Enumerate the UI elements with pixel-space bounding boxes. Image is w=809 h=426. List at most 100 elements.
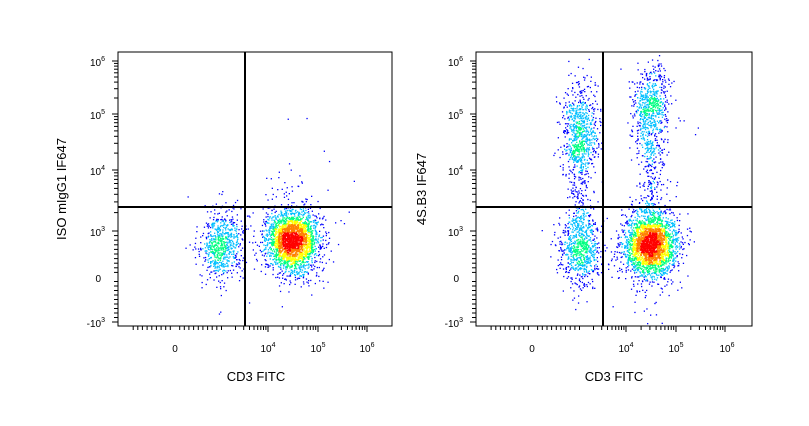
panel-1-event-dot: [223, 252, 225, 254]
panel-1-event-dot: [317, 221, 319, 223]
panel-2-event-dot: [663, 163, 666, 165]
panel-1-event-dot: [299, 235, 301, 237]
panel-2-event-dot: [671, 264, 673, 266]
panel-2-event-dot: [639, 202, 641, 204]
panel-1-event-dot: [275, 218, 277, 220]
panel-1-event-dot: [291, 190, 294, 192]
panel-1-event-dot: [300, 239, 303, 241]
panel-2-event-dot: [600, 108, 602, 111]
panel-2-event-dot: [555, 96, 558, 98]
panel-1-event-dot: [227, 270, 229, 272]
panel-1-event-dot: [291, 224, 293, 226]
panel-2-event-dot: [651, 190, 653, 192]
panel-1-event-dot: [294, 215, 296, 217]
panel-2-event-dot: [574, 176, 577, 178]
panel-1-event-dot: [269, 229, 271, 231]
panel-2-event-dot: [667, 179, 669, 181]
panel-1-event-dot: [273, 227, 276, 229]
panel-1-event-dot: [325, 262, 327, 264]
panel-2-event-dot: [678, 224, 680, 227]
panel-2-event-dot: [635, 141, 637, 143]
panel-2-event-dot: [586, 159, 588, 161]
panel-1-event-dot: [293, 240, 295, 243]
panel-2-event-dot: [618, 277, 620, 279]
panel-1-event-dot: [280, 244, 282, 247]
panel-1-event-dot: [302, 274, 304, 276]
panel-2-event-dot: [576, 191, 578, 193]
panel-2-event-dot: [641, 144, 643, 146]
panel-1-event-dot: [293, 243, 296, 245]
panel-1-event-dot: [312, 243, 314, 245]
panel-1-event-dot: [276, 250, 278, 252]
panel-1-event-dot: [281, 234, 283, 236]
panel-1-event-dot: [279, 218, 281, 220]
panel-1-event-dot: [266, 239, 268, 241]
panel-2-event-dot: [592, 271, 594, 273]
panel-1-event-dot: [283, 273, 285, 275]
panel-2-event-dot: [646, 161, 649, 163]
panel-1-event-dot: [309, 214, 311, 217]
panel-1-event-dot: [282, 248, 284, 250]
panel-1-event-dot: [223, 223, 225, 225]
panel-2-event-dot: [562, 231, 564, 234]
panel-2-event-dot: [661, 184, 663, 186]
panel-1-event-dot: [304, 228, 306, 230]
panel-2-event-dot: [620, 223, 622, 225]
panel-1-event-dot: [276, 243, 278, 245]
panel-1-event-dot: [224, 263, 226, 265]
panel-1-event-dot: [283, 251, 286, 253]
panel-2-event-dot: [645, 74, 648, 76]
panel-2-event-dot: [642, 136, 644, 138]
panel-2-event-dot: [633, 105, 635, 107]
panel-2-event-dot: [594, 171, 596, 174]
panel-1-event-dot: [279, 222, 281, 225]
panel-2-event-dot: [617, 242, 619, 245]
panel-2-event-dot: [646, 308, 648, 310]
panel-1-event-dot: [320, 246, 323, 248]
panel-2-event-dot: [659, 154, 661, 156]
panel-1-event-dot: [236, 234, 238, 236]
panel-1-event-dot: [296, 247, 298, 250]
panel-2-event-dot: [660, 210, 662, 212]
panel-1-event-dot: [287, 258, 289, 260]
panel-1-event-dot: [204, 250, 206, 252]
panel-2-event-dot: [632, 99, 634, 101]
panel-1-event-dot: [218, 248, 220, 250]
panel-2-event-dot: [664, 125, 666, 128]
panel-1-event-dot: [278, 234, 280, 236]
panel-1-event-dot: [294, 247, 296, 249]
panel-1-event-dot: [208, 258, 210, 260]
panel-1-event-dot: [233, 222, 236, 224]
panel-2-event-dot: [594, 268, 596, 271]
panel-1-event-dot: [295, 253, 297, 255]
panel-1-event-dot: [213, 238, 215, 240]
panel-1-event-dot: [260, 251, 263, 253]
panel-2-event-dot: [663, 211, 665, 213]
panel-1-event-dot: [211, 239, 213, 241]
panel-1-event-dot: [271, 242, 273, 244]
panel-1-event-dot: [250, 225, 252, 227]
panel-1-event-dot: [279, 231, 282, 233]
panel-1-event-dot: [213, 235, 215, 237]
panel-1-event-dot: [224, 250, 226, 252]
panel-2-event-dot: [646, 158, 648, 160]
panel-2-event-dot: [637, 129, 640, 131]
panel-2-event-dot: [650, 140, 652, 142]
panel-1-event-dot: [275, 249, 277, 251]
panel-1-event-dot: [204, 247, 207, 249]
panel-1-event-dot: [281, 263, 283, 265]
panel-1-event-dot: [314, 256, 316, 259]
panel-1-event-dot: [295, 255, 297, 257]
panel-1-event-dot: [304, 224, 306, 227]
panel-2-event-dot: [573, 175, 576, 177]
panel-1-event-dot: [287, 213, 289, 215]
panel-1-event-dot: [294, 249, 296, 251]
panel-2-event-dot: [568, 119, 570, 121]
panel-2-event-dot: [566, 242, 568, 244]
panel-1-event-dot: [243, 268, 245, 270]
panel-1-event-dot: [278, 228, 280, 231]
panel-1-event-dot: [298, 224, 300, 226]
panel-1-event-dot: [217, 231, 219, 233]
panel-1-event-dot: [320, 224, 322, 226]
panel-1-event-dot: [301, 253, 303, 255]
